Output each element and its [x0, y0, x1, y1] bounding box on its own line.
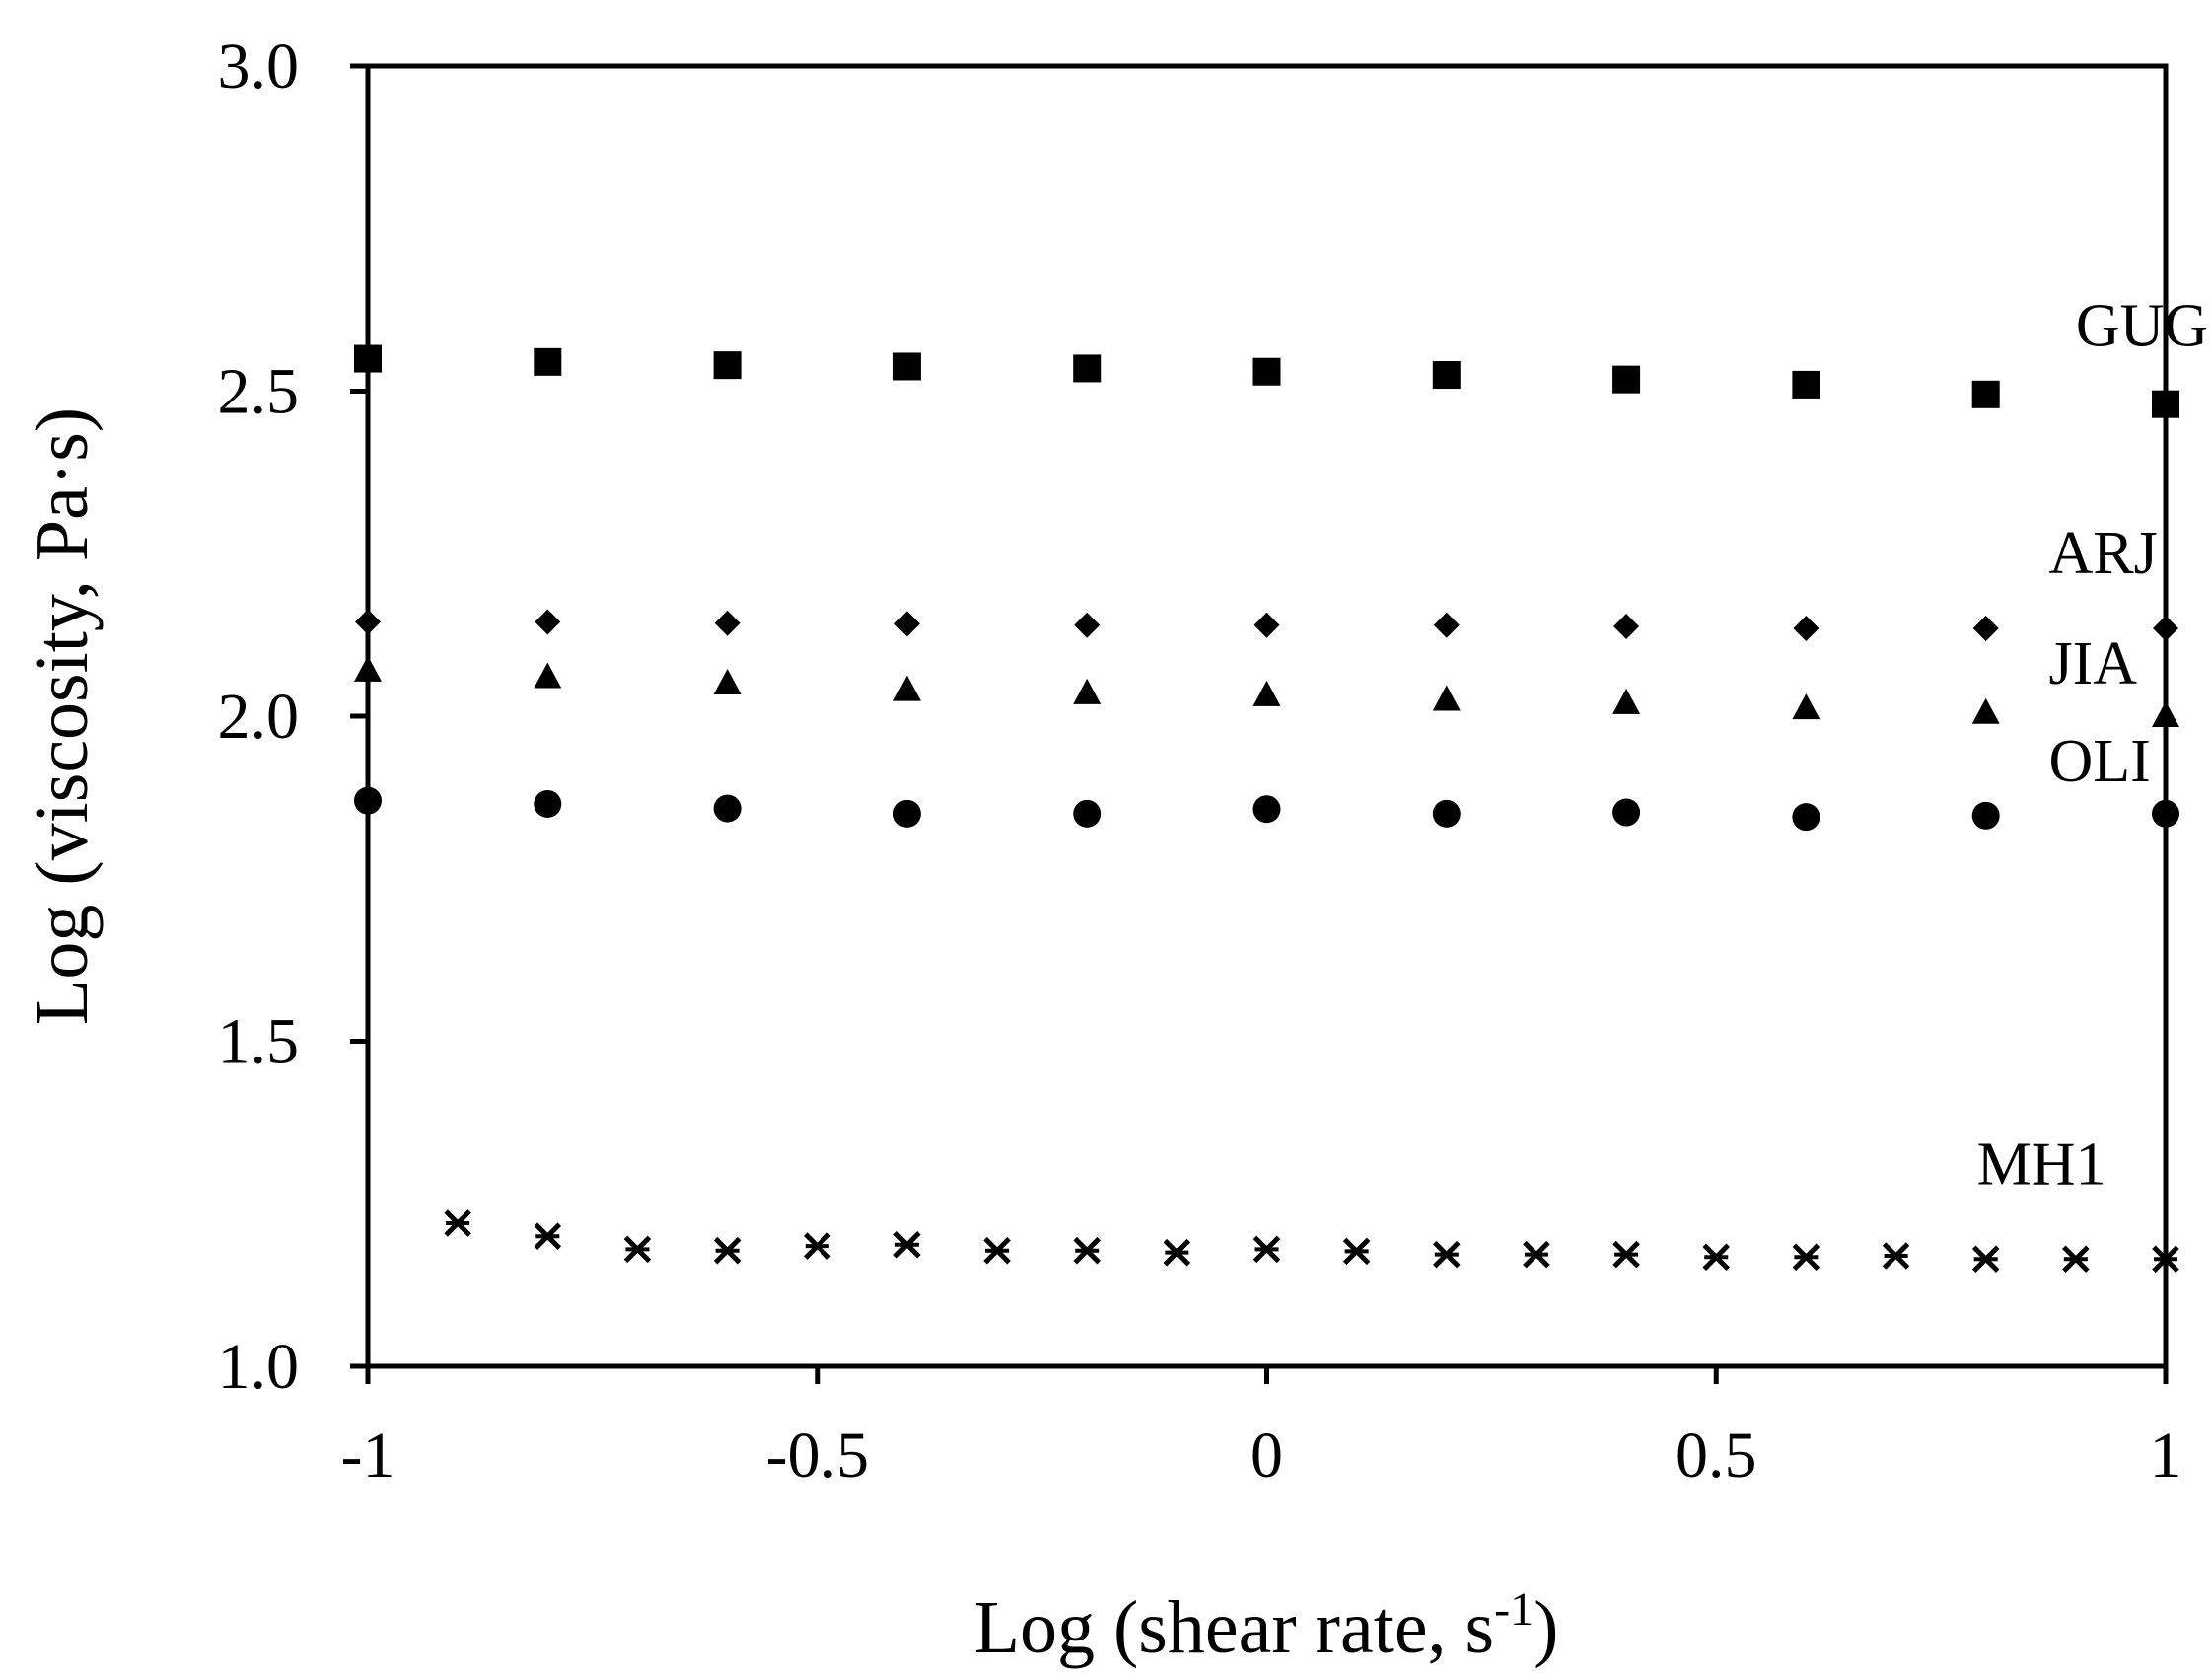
jia-point: [354, 655, 382, 682]
mh1-point: [1792, 1243, 1820, 1272]
arj-series-label: ARJ: [2049, 520, 2158, 587]
gug-point: [1432, 361, 1461, 390]
oli-point: [713, 794, 742, 823]
jia-point: [2152, 701, 2179, 727]
arj-point: [1433, 612, 1460, 638]
mh1-point: [1702, 1243, 1731, 1272]
arj-point: [1074, 612, 1101, 638]
mh1-point: [1163, 1238, 1191, 1267]
oli-point: [2152, 799, 2179, 828]
mh1-point: [534, 1222, 562, 1250]
x-tick-label: 0: [1250, 1420, 1283, 1492]
oli-point: [354, 786, 382, 815]
mh1-point: [2152, 1245, 2179, 1274]
mh1-point: [1252, 1235, 1281, 1264]
series-labels: GUG ARJ JIA OLI MH1: [1977, 292, 2209, 1198]
oli-point: [1073, 799, 1102, 828]
arj-point: [714, 610, 741, 636]
mh1-point: [713, 1236, 742, 1265]
y-tick-label: 2.5: [218, 356, 300, 428]
jia-point: [1432, 685, 1461, 711]
mh1-point: [1882, 1242, 1910, 1270]
gug-point: [354, 344, 382, 373]
oli-point: [1432, 799, 1461, 828]
oli-point: [1971, 801, 2000, 830]
gug-point: [534, 347, 562, 376]
y-axis: 1.0 1.5 2.0 2.5 3.0: [218, 31, 368, 1403]
arj-point: [1793, 616, 1820, 642]
arj-point: [535, 609, 561, 635]
oli-point: [1792, 803, 1820, 832]
y-tick-label: 2.0: [218, 681, 300, 753]
jia-series-label: JIA: [2049, 630, 2138, 697]
mh1-point: [1523, 1240, 1550, 1269]
gug-point: [1252, 357, 1281, 386]
oli-point: [1252, 795, 1281, 824]
jia-point: [534, 662, 562, 689]
x-tick-label: 1: [2150, 1420, 2182, 1492]
y-tick-label: 1.5: [218, 1006, 300, 1078]
x-tick-label: -1: [341, 1420, 395, 1492]
arj-point: [355, 609, 381, 635]
oli-point: [892, 799, 921, 828]
y-tick-label: 1.0: [218, 1331, 300, 1403]
gug-point: [892, 352, 921, 381]
oli-point: [1612, 798, 1641, 827]
gug-series-label: GUG: [2076, 292, 2208, 359]
gug-point: [1612, 365, 1641, 394]
jia-point: [892, 675, 921, 701]
plot-frame: [365, 63, 2169, 1369]
gug-point: [2152, 390, 2179, 418]
x-tick-label: -0.5: [766, 1420, 869, 1492]
mh1-point: [1612, 1240, 1640, 1269]
jia-point: [1252, 680, 1281, 706]
mh1-point: [1342, 1237, 1371, 1266]
mh1-point: [1433, 1240, 1461, 1269]
y-tick-label: 3.0: [218, 31, 300, 103]
y-axis-title: Log (viscosity, Pa·s): [21, 407, 104, 1025]
series-layer: [354, 344, 2179, 1274]
gug-point: [713, 351, 742, 380]
arj-point: [1613, 614, 1640, 640]
mh1-point: [2062, 1245, 2090, 1274]
arj-point: [1253, 612, 1280, 638]
arj-point: [2153, 616, 2178, 642]
jia-point: [713, 669, 742, 695]
gug-point: [1073, 354, 1102, 383]
oli-series-label: OLI: [2049, 728, 2151, 795]
mh1-point: [893, 1230, 921, 1259]
mh1-point: [1971, 1245, 2000, 1274]
gug-point: [1792, 370, 1820, 399]
mh1-point: [623, 1235, 652, 1264]
mh1-point: [444, 1209, 471, 1237]
x-axis-title: Log (shear rate, s-1): [974, 1583, 1559, 1669]
arj-point: [1972, 616, 1999, 642]
jia-point: [1792, 693, 1820, 720]
mh1-point: [983, 1236, 1011, 1265]
mh1-series-label: MH1: [1977, 1130, 2106, 1198]
jia-point: [1073, 678, 1102, 704]
mh1-point: [803, 1232, 831, 1260]
jia-point: [1971, 697, 2000, 724]
arj-point: [893, 611, 920, 637]
x-axis: -1 -0.5 0 0.5 1: [341, 1366, 2182, 1492]
x-tick-label: 0.5: [1676, 1420, 1757, 1492]
gug-point: [1971, 380, 2000, 408]
jia-point: [1612, 688, 1641, 714]
oli-point: [534, 789, 562, 818]
mh1-point: [1073, 1236, 1101, 1265]
